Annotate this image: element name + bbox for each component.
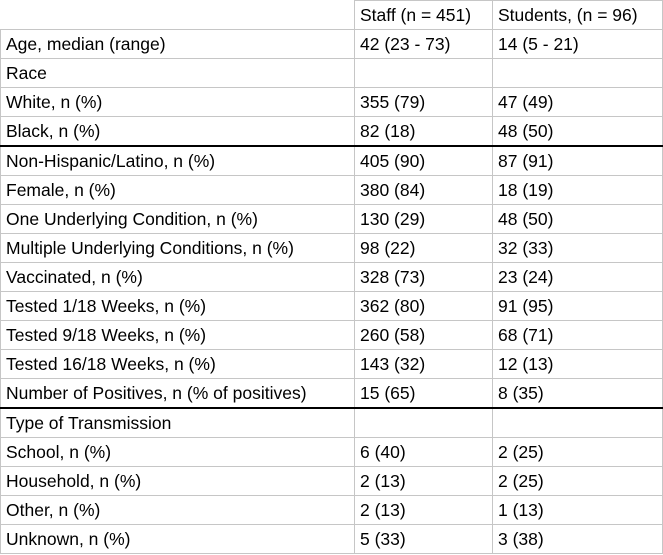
row-label: Non-Hispanic/Latino, n (%) [0, 145, 355, 176]
staff-value [354, 407, 493, 438]
row-label: Age, median (range) [0, 29, 355, 59]
table-row: School, n (%) 6 (40) 2 (25) [0, 437, 663, 467]
staff-value: 5 (33) [354, 524, 493, 554]
staff-value: 380 (84) [354, 175, 493, 205]
staff-value: 328 (73) [354, 262, 493, 292]
staff-value: 355 (79) [354, 87, 493, 117]
students-value: 12 (13) [492, 349, 663, 379]
row-label: Household, n (%) [0, 466, 355, 496]
table-row: Tested 9/18 Weeks, n (%) 260 (58) 68 (71… [0, 320, 663, 350]
staff-value: 143 (32) [354, 349, 493, 379]
students-value: 1 (13) [492, 495, 663, 525]
staff-value: 82 (18) [354, 116, 493, 147]
staff-value: 130 (29) [354, 204, 493, 234]
table-row: One Underlying Condition, n (%) 130 (29)… [0, 204, 663, 234]
staff-value: 2 (13) [354, 466, 493, 496]
staff-value: 15 (65) [354, 378, 493, 409]
row-label: Female, n (%) [0, 175, 355, 205]
row-label: Black, n (%) [0, 116, 355, 147]
row-label: Tested 9/18 Weeks, n (%) [0, 320, 355, 350]
header-cell-label [0, 0, 355, 30]
students-value: 48 (50) [492, 204, 663, 234]
header-cell-students: Students, (n = 96) [492, 0, 663, 30]
students-value: 48 (50) [492, 116, 663, 147]
students-value [492, 58, 663, 88]
staff-value: 6 (40) [354, 437, 493, 467]
row-label: Tested 1/18 Weeks, n (%) [0, 291, 355, 321]
row-label: Tested 16/18 Weeks, n (%) [0, 349, 355, 379]
students-value: 68 (71) [492, 320, 663, 350]
table-header-row: Staff (n = 451) Students, (n = 96) [0, 0, 663, 30]
table-row: Tested 16/18 Weeks, n (%) 143 (32) 12 (1… [0, 349, 663, 379]
staff-value: 362 (80) [354, 291, 493, 321]
students-value: 8 (35) [492, 378, 663, 409]
row-label: Type of Transmission [0, 407, 355, 438]
table-row: Tested 1/18 Weeks, n (%) 362 (80) 91 (95… [0, 291, 663, 321]
table-row: Type of Transmission [0, 407, 663, 438]
students-value: 14 (5 - 21) [492, 29, 663, 59]
students-value: 23 (24) [492, 262, 663, 292]
table-row: Multiple Underlying Conditions, n (%) 98… [0, 233, 663, 263]
students-value: 2 (25) [492, 437, 663, 467]
table-row: Black, n (%) 82 (18) 48 (50) [0, 116, 663, 147]
students-value [492, 407, 663, 438]
students-value: 2 (25) [492, 466, 663, 496]
students-value: 87 (91) [492, 145, 663, 176]
students-value: 3 (38) [492, 524, 663, 554]
table-row: Female, n (%) 380 (84) 18 (19) [0, 175, 663, 205]
table-row: Other, n (%) 2 (13) 1 (13) [0, 495, 663, 525]
staff-value: 260 (58) [354, 320, 493, 350]
row-label: Other, n (%) [0, 495, 355, 525]
students-value: 47 (49) [492, 87, 663, 117]
staff-value: 405 (90) [354, 145, 493, 176]
students-value: 32 (33) [492, 233, 663, 263]
row-label: Multiple Underlying Conditions, n (%) [0, 233, 355, 263]
row-label: Number of Positives, n (% of positives) [0, 378, 355, 409]
table-row: Unknown, n (%) 5 (33) 3 (38) [0, 524, 663, 554]
row-label: One Underlying Condition, n (%) [0, 204, 355, 234]
students-value: 18 (19) [492, 175, 663, 205]
table-row: White, n (%) 355 (79) 47 (49) [0, 87, 663, 117]
students-value: 91 (95) [492, 291, 663, 321]
row-label: School, n (%) [0, 437, 355, 467]
table-row: Non-Hispanic/Latino, n (%) 405 (90) 87 (… [0, 145, 663, 176]
staff-value: 98 (22) [354, 233, 493, 263]
staff-value: 42 (23 - 73) [354, 29, 493, 59]
table-row: Race [0, 58, 663, 88]
header-cell-staff: Staff (n = 451) [354, 0, 493, 30]
table-row: Number of Positives, n (% of positives) … [0, 378, 663, 409]
row-label: White, n (%) [0, 87, 355, 117]
table-row: Vaccinated, n (%) 328 (73) 23 (24) [0, 262, 663, 292]
table-row: Household, n (%) 2 (13) 2 (25) [0, 466, 663, 496]
staff-value: 2 (13) [354, 495, 493, 525]
table-row: Age, median (range) 42 (23 - 73) 14 (5 -… [0, 29, 663, 59]
row-label: Race [0, 58, 355, 88]
row-label: Vaccinated, n (%) [0, 262, 355, 292]
staff-value [354, 58, 493, 88]
row-label: Unknown, n (%) [0, 524, 355, 554]
